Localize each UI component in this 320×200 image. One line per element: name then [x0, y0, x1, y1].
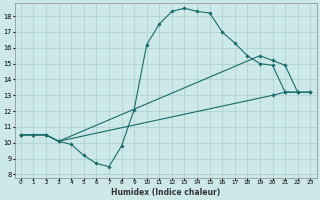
X-axis label: Humidex (Indice chaleur): Humidex (Indice chaleur): [111, 188, 220, 197]
